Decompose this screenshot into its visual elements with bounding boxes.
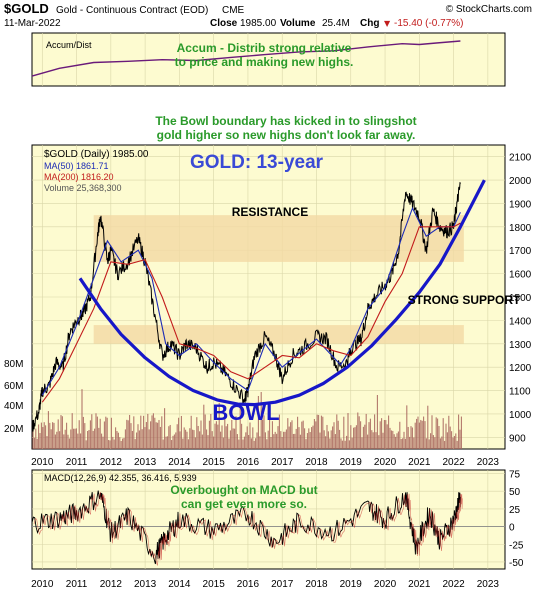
price-y-tick: 900 [509,433,526,444]
x-tick-macd: 2018 [305,579,328,590]
macd-signal-line [33,492,463,566]
x-tick-price: 2022 [442,457,465,468]
chart-title: GOLD: 13-year [190,152,324,173]
x-tick-macd: 2015 [203,579,226,590]
x-tick-macd: 2016 [237,579,260,590]
x-tick-price: 2017 [271,457,294,468]
bowl-label: BOWL [212,400,279,425]
x-tick-price: 2010 [31,457,54,468]
x-tick-macd: 2013 [134,579,157,590]
accum-dist-line [31,40,461,77]
x-tick-macd: 2022 [442,579,465,590]
macd-y-tick: 75 [509,470,521,481]
macd-y-tick: 25 [509,505,521,516]
header-close-value: 1985.00 [240,18,277,29]
price-y-tick: 1700 [509,246,532,257]
x-tick-macd: 2014 [168,579,191,590]
price-y-tick: 1400 [509,316,532,327]
header-volume-label: Volume [280,18,316,29]
x-tick-price: 2018 [305,457,328,468]
x-tick-price: 2012 [100,457,123,468]
ma50-line [41,206,461,396]
volume-y-tick: 60M [4,381,23,392]
x-tick-macd: 2021 [408,579,431,590]
price-y-tick: 2000 [509,176,532,187]
x-tick-price: 2013 [134,457,157,468]
x-tick-macd: 2020 [374,579,397,590]
x-tick-macd: 2023 [477,579,500,590]
price-y-tick: 1000 [509,410,532,421]
resistance-zone [93,215,464,262]
macd-y-tick: -50 [509,558,524,569]
header-date: 11-Mar-2022 [4,18,61,29]
support-label: STRONG SUPPORT [408,293,521,307]
x-tick-macd: 2012 [100,579,123,590]
macd-annotation-line1: Overbought on MACD but [170,483,317,497]
price-y-tick: 1200 [509,363,532,374]
price-y-tick: 1600 [509,270,532,281]
x-tick-price: 2023 [477,457,500,468]
header-copyright: © StockCharts.com [446,4,532,15]
resistance-label: RESISTANCE [232,205,308,219]
price-y-tick: 2100 [509,153,532,164]
macd-y-tick: -25 [509,540,524,551]
price-legend-ma50: MA(50) 1861.71 [44,161,109,171]
x-tick-price: 2014 [168,457,191,468]
x-tick-macd: 2019 [340,579,363,590]
x-tick-price: 2020 [374,457,397,468]
x-tick-macd: 2017 [271,579,294,590]
price-y-tick: 1100 [509,387,531,398]
header-chg-value: -15.40 (-0.77%) [394,18,463,29]
x-tick-macd: 2010 [31,579,54,590]
price-note-line2: gold higher so new highs don't look far … [157,128,416,142]
price-y-tick: 1500 [509,293,532,304]
accum-annotation-line1: Accum - Distrib strong relative [177,41,352,55]
volume-y-tick: 40M [4,401,23,412]
volume-y-tick: 80M [4,359,23,370]
price-y-tick: 1800 [509,223,532,234]
accum-annotation-line2: to price and making new highs. [175,55,354,69]
price-y-tick: 1300 [509,340,532,351]
header-volume-value: 25.4M [322,18,350,29]
price-y-tick: 1900 [509,199,532,210]
ma200-line [41,222,461,403]
header-chg-label: Chg [360,18,379,29]
x-tick-macd: 2011 [66,579,88,590]
macd-y-tick: 50 [509,487,521,498]
strong-support-zone [93,325,464,344]
header-description: Gold - Continuous Contract (EOD) [56,5,208,16]
header-close-label: Close [210,18,238,29]
x-tick-price: 2011 [66,457,88,468]
header-symbol: $GOLD [4,1,49,16]
macd-annotation-line2: can get even more so. [181,497,307,511]
bowl-curve [78,179,486,407]
price-legend-ma200: MA(200) 1816.20 [44,172,114,182]
macd-legend: MACD(12,26,9) 42.355, 36.416, 5.939 [44,473,197,483]
x-tick-price: 2019 [340,457,363,468]
macd-line [31,490,461,565]
macd-y-tick: 0 [509,523,515,534]
volume-y-tick: 20M [4,424,23,435]
x-tick-price: 2021 [408,457,431,468]
header-exchange: CME [222,5,245,16]
x-tick-price: 2015 [203,457,226,468]
price-legend-title: $GOLD (Daily) 1985.00 [44,149,149,160]
accum-legend: Accum/Dist [46,40,92,50]
price-note-line1: The Bowl boundary has kicked in to sling… [155,114,416,128]
header-chg-arrow: ▼ [384,19,391,28]
price-legend-volume: Volume 25,368,300 [44,183,122,193]
x-tick-price: 2016 [237,457,260,468]
